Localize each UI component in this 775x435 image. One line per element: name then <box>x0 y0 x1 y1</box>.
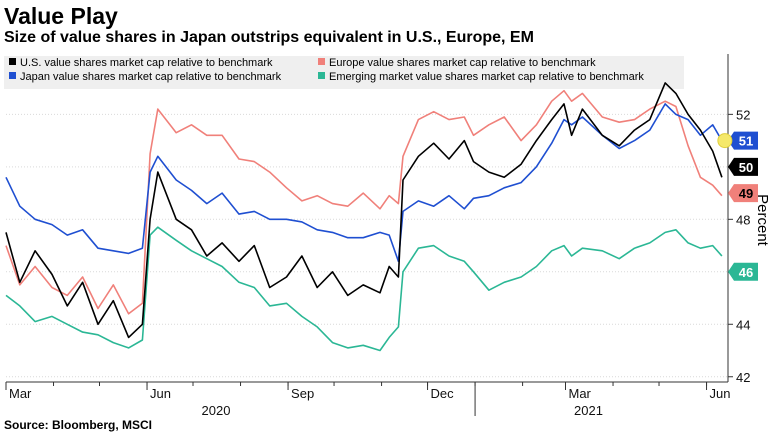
series-line-us <box>5 82 723 339</box>
chart-title: Value Play <box>4 3 118 29</box>
legend-label-japan: Japan value shares market cap relative t… <box>20 71 282 83</box>
y-axis-label: Percent <box>754 194 771 247</box>
y-tick-label: 52 <box>736 107 750 122</box>
end-label-box-japan <box>728 131 758 150</box>
chart-gridlines <box>6 113 728 378</box>
x-year-label: 2021 <box>574 403 603 418</box>
chart-legend: U.S. value shares market cap relative to… <box>9 57 644 83</box>
legend-label-europe: Europe value shares market cap relative … <box>329 57 596 69</box>
end-label-text-em: 46 <box>739 265 753 280</box>
end-label-japan: 51 <box>728 131 758 150</box>
legend-swatch-us <box>9 58 16 65</box>
end-label-us: 50 <box>728 157 758 176</box>
x-year-label: 2020 <box>202 403 231 418</box>
end-label-text-europe: 49 <box>739 186 753 201</box>
end-label-box-em <box>728 262 758 281</box>
end-label-europe: 49 <box>728 184 758 203</box>
legend-swatch-em <box>318 72 325 79</box>
legend-label-em: Emerging market value shares market cap … <box>329 71 644 83</box>
series-line-em <box>5 226 723 352</box>
y-tick-label: 48 <box>736 212 750 227</box>
series-line-japan <box>5 103 723 263</box>
end-label-box-us <box>728 157 758 176</box>
legend-swatch-japan <box>9 72 16 79</box>
legend-label-us: U.S. value shares market cap relative to… <box>20 57 273 69</box>
y-tick-label: 42 <box>736 370 750 385</box>
chart-end-labels: 50 49 51 46 <box>717 131 758 281</box>
x-tick-label: Jun <box>150 386 171 401</box>
series-line-europe <box>5 89 723 315</box>
x-tick-label: Dec <box>431 386 455 401</box>
end-label-text-japan: 51 <box>739 134 753 149</box>
x-tick-label: Sep <box>291 386 314 401</box>
y-tick-label: 44 <box>736 317 750 332</box>
x-tick-label: Mar <box>9 386 32 401</box>
end-label-text-us: 50 <box>739 160 753 175</box>
end-label-em: 46 <box>728 262 758 281</box>
chart-series-lines <box>5 82 723 352</box>
chart-subtitle: Size of value shares in Japan outstrips … <box>4 29 534 46</box>
chart-axes: 42 44 46 48 50 52 Mar Jun Sep Dec Mar Jun 2020 2021 <box>5 54 750 418</box>
x-tick-label: Jun <box>710 386 731 401</box>
legend-swatch-europe <box>318 58 325 65</box>
x-tick-label: Mar <box>569 386 592 401</box>
legend-background <box>4 56 684 89</box>
source-note: Source: Bloomberg, MSCI <box>4 418 153 432</box>
end-label-box-europe <box>728 184 758 203</box>
highlight-marker <box>717 133 733 149</box>
